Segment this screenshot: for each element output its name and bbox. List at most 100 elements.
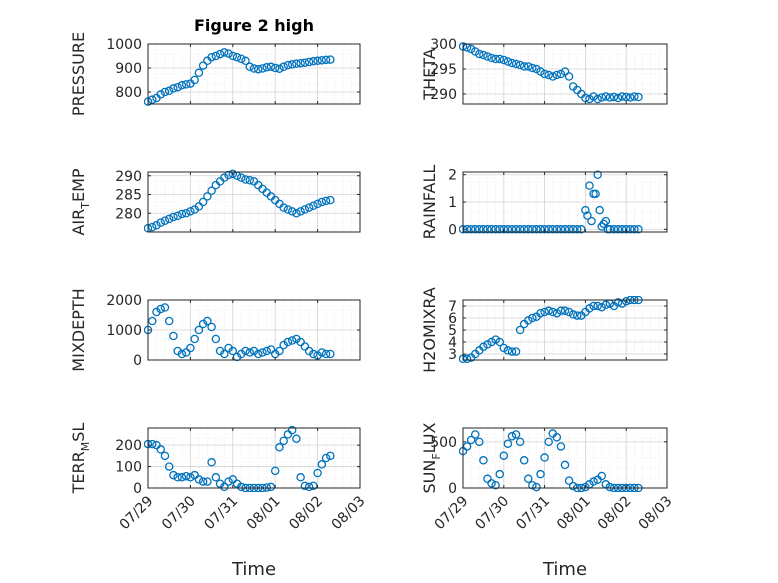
- data-point: [181, 208, 191, 218]
- data-point: [313, 56, 322, 66]
- data-point: [548, 307, 558, 317]
- data-point: [321, 453, 331, 463]
- y-tick-label: 2: [448, 168, 457, 184]
- y-tick-label: 280: [115, 206, 142, 222]
- data-point: [169, 84, 178, 93]
- data-point: [528, 63, 537, 73]
- data-point: [156, 304, 165, 314]
- data-point: [499, 225, 509, 234]
- data-point: [609, 92, 619, 102]
- data-point: [491, 335, 500, 344]
- data-point: [564, 476, 574, 485]
- data-point: [177, 349, 187, 359]
- data-point: [617, 92, 627, 101]
- data-point: [495, 337, 504, 347]
- data-point: [552, 225, 562, 234]
- data-point: [515, 325, 525, 335]
- data-point: [228, 169, 238, 179]
- data-point: [601, 216, 611, 226]
- y-axis-label-part: TERR: [69, 451, 88, 494]
- data-point: [317, 460, 327, 469]
- data-point: [309, 201, 318, 210]
- data-point: [483, 225, 492, 234]
- y-tick-label: 1: [448, 195, 457, 211]
- data-point: [220, 48, 229, 57]
- subplot-pressure: 800 900 1000 PRESSURE Figure 2 high: [69, 16, 361, 116]
- data-point: [173, 82, 182, 92]
- data-point: [309, 481, 318, 491]
- x-tick-label: 07/30: [472, 493, 512, 533]
- data-point: [479, 50, 488, 60]
- data-point: [156, 90, 165, 99]
- data-point: [207, 186, 216, 195]
- x-axis-label: Time: [231, 559, 276, 580]
- data-point: [190, 334, 199, 344]
- data-point: [177, 81, 187, 90]
- data-point: [270, 63, 280, 73]
- data-point: [560, 225, 570, 234]
- data-point: [540, 69, 549, 79]
- data-point: [266, 482, 276, 492]
- y-axis-label-part: LUX: [420, 422, 439, 453]
- data-point: [487, 337, 496, 347]
- data-point: [283, 337, 293, 347]
- data-point: [321, 196, 331, 206]
- axes-box: [147, 427, 361, 489]
- data-point: [548, 225, 558, 234]
- data-point: [211, 51, 221, 61]
- axes-box: [462, 427, 668, 489]
- data-point: [266, 345, 276, 354]
- data-point: [190, 75, 199, 85]
- data-markers: [144, 303, 335, 362]
- data-point: [470, 225, 480, 234]
- data-point: [241, 56, 250, 66]
- data-point: [511, 430, 521, 439]
- y-tick-label: 5: [448, 323, 457, 339]
- data-point: [279, 62, 288, 72]
- y-axis-label: AIRTEMP: [69, 168, 92, 235]
- data-point: [160, 87, 170, 97]
- data-point: [300, 481, 310, 491]
- data-point: [552, 70, 562, 80]
- y-tick-label: 0: [133, 481, 142, 497]
- data-point: [258, 64, 267, 73]
- data-point: [304, 482, 314, 492]
- data-point: [211, 334, 221, 344]
- data-point: [207, 458, 216, 467]
- y-axis-label-subscript: T: [79, 202, 92, 210]
- data-point: [164, 86, 174, 96]
- data-point: [181, 348, 191, 357]
- y-tick-label: 0: [448, 222, 457, 238]
- data-point: [156, 445, 165, 454]
- data-point: [258, 348, 267, 357]
- data-point: [309, 57, 318, 66]
- data-point: [147, 439, 157, 449]
- x-tick-label: 08/01: [554, 493, 594, 533]
- data-point: [479, 456, 488, 465]
- data-point: [296, 58, 305, 68]
- data-point: [275, 346, 284, 356]
- data-point: [198, 197, 208, 207]
- data-point: [287, 425, 297, 435]
- data-point: [241, 346, 250, 356]
- data-markers: [144, 48, 335, 106]
- data-point: [181, 80, 191, 89]
- data-point: [564, 72, 574, 81]
- data-point: [589, 301, 598, 311]
- data-point: [287, 207, 297, 216]
- data-point: [164, 214, 174, 224]
- data-point: [275, 64, 284, 73]
- data-point: [591, 189, 600, 199]
- data-point: [583, 211, 592, 220]
- data-point: [507, 225, 517, 234]
- y-tick-label: 0: [133, 353, 142, 369]
- data-point: [313, 199, 322, 209]
- y-axis-label: RAINFALL: [420, 165, 439, 240]
- data-point: [169, 212, 178, 222]
- data-point: [300, 58, 310, 67]
- data-point: [326, 451, 335, 461]
- data-point: [279, 203, 288, 212]
- data-point: [177, 209, 187, 219]
- data-point: [321, 55, 331, 65]
